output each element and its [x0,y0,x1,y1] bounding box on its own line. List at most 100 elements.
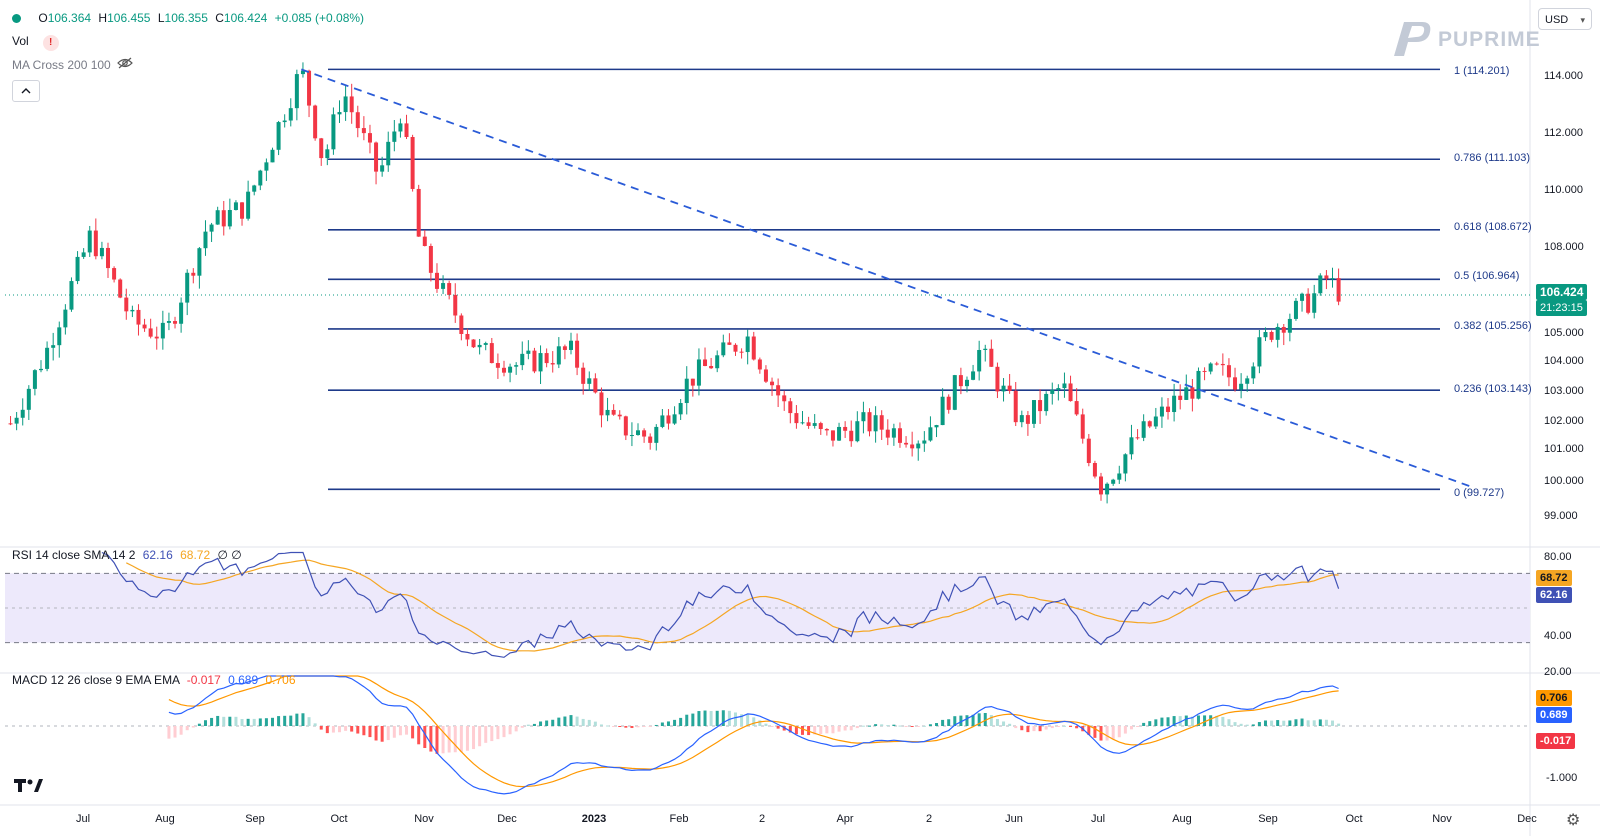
macd-histogram-bar [222,716,226,726]
macd-histogram-bar [770,726,774,727]
macd-histogram-bar [599,724,603,726]
candle-body [252,185,257,192]
macd-histogram-bar [526,724,530,726]
candle-body [727,342,732,345]
candle-body [81,252,86,257]
rsi-sma-pill: 68.72 [1536,570,1572,586]
macd-histogram-bar [648,726,652,727]
macd-histogram-bar [983,712,987,726]
time-label: Oct [1345,813,1363,825]
fib-level-label: 1 (114.201) [1454,65,1510,77]
macd-histogram-bar [191,726,195,728]
vol-legend[interactable]: Vol! [12,34,59,51]
candle-body [715,355,720,369]
macd-histogram-bar [928,724,932,726]
candle-body [922,440,927,444]
candle-body [1239,383,1244,390]
macd-histogram-bar [1190,716,1194,726]
macd-histogram-bar [727,710,731,726]
candle-body [581,367,586,384]
macd-histogram-bar [453,726,457,753]
macd-pill: 0.689 [1536,707,1572,723]
macd-histogram-bar [1099,726,1103,741]
macd-histogram-bar [1263,720,1267,726]
macd-legend[interactable]: MACD 12 26 close 9 EMA EMA -0.017 0.689 … [12,673,296,687]
rsi-line [101,551,1340,658]
candle-body [447,283,452,295]
collapse-legend-button[interactable] [12,80,40,102]
candle-body [294,74,299,109]
macd-histogram-bar [514,726,518,732]
brand-name: PUPRIME [1438,28,1541,51]
macd-histogram-bar [1111,726,1115,740]
candle-body [130,309,135,312]
close-label: C [215,11,224,25]
macd-tick: -1.000 [1546,772,1578,784]
candle-body [355,112,360,129]
macd-histogram-bar [965,715,969,726]
candle-body [849,430,854,442]
macd-histogram-bar [1294,719,1298,726]
candle-body [124,297,129,312]
candle-body [483,343,488,345]
candle-body [471,339,476,348]
time-label: Jul [1090,813,1106,825]
candle-body [642,430,647,437]
macd-histogram-bar [173,726,177,738]
currency-selector[interactable]: USD ▾ [1538,8,1592,30]
vol-alert-icon[interactable]: ! [42,35,59,51]
ma-cross-label: MA Cross 200 100 [12,58,111,72]
candle-body [763,369,768,382]
macd-histogram-bar [1337,723,1341,726]
macd-histogram-bar [679,717,683,726]
candle-body [897,428,902,443]
macd-histogram-bar [697,711,701,726]
price-tick: 102.000 [1544,415,1584,427]
candle-body [1117,473,1122,480]
macd-hist-pill-value: -0.017 [1540,735,1572,747]
rsi-legend[interactable]: RSI 14 close SMA 14 2 62.16 68.72 ∅ ∅ [12,548,242,562]
macd-histogram-bar [721,710,725,726]
candle-body [812,423,817,426]
macd-histogram-bar [277,716,281,726]
candle-body [550,363,555,365]
candle-body [1092,462,1097,477]
candle-body [197,248,202,276]
macd-histogram-bar [606,725,610,727]
candle-body [367,133,372,143]
macd-histogram-bar [283,715,287,726]
brand-logo-icon [1394,22,1431,56]
macd-histogram-bar [520,726,524,728]
candle-body [538,353,543,372]
candle-body [837,426,842,441]
candle-body [38,368,43,371]
candle-body [374,142,379,172]
macd-histogram-bar [685,714,689,726]
macd-histogram-bar [484,726,488,743]
macd-histogram-bar [197,723,201,726]
hidden-eye-icon[interactable] [116,57,133,72]
macd-histogram-bar [1288,720,1292,726]
candle-body [818,423,823,430]
macd-histogram-bar [1178,716,1182,726]
macd-histogram-bar [800,726,804,735]
rsi-tick: 20.00 [1544,666,1572,678]
candle-body [69,281,74,310]
rsi-pill: 62.16 [1536,587,1572,603]
macd-histogram-bar [868,725,872,727]
macd-histogram-bar [545,720,549,726]
macd-histogram-bar [1117,726,1121,738]
macd-histogram-bar [539,721,543,726]
candle-body [605,409,610,416]
macd-label: MACD 12 26 close 9 EMA EMA [12,673,180,687]
candle-body [422,236,427,246]
macd-histogram-bar [1282,720,1286,726]
macd-histogram-bar [210,717,214,726]
macd-histogram-bar [733,712,737,726]
macd-histogram-bar [922,725,926,727]
gear-icon[interactable]: ⚙ [1566,812,1581,829]
macd-histogram-bar [301,713,305,726]
ma-cross-legend[interactable]: MA Cross 200 100 [12,57,133,72]
candle-body [106,247,111,269]
